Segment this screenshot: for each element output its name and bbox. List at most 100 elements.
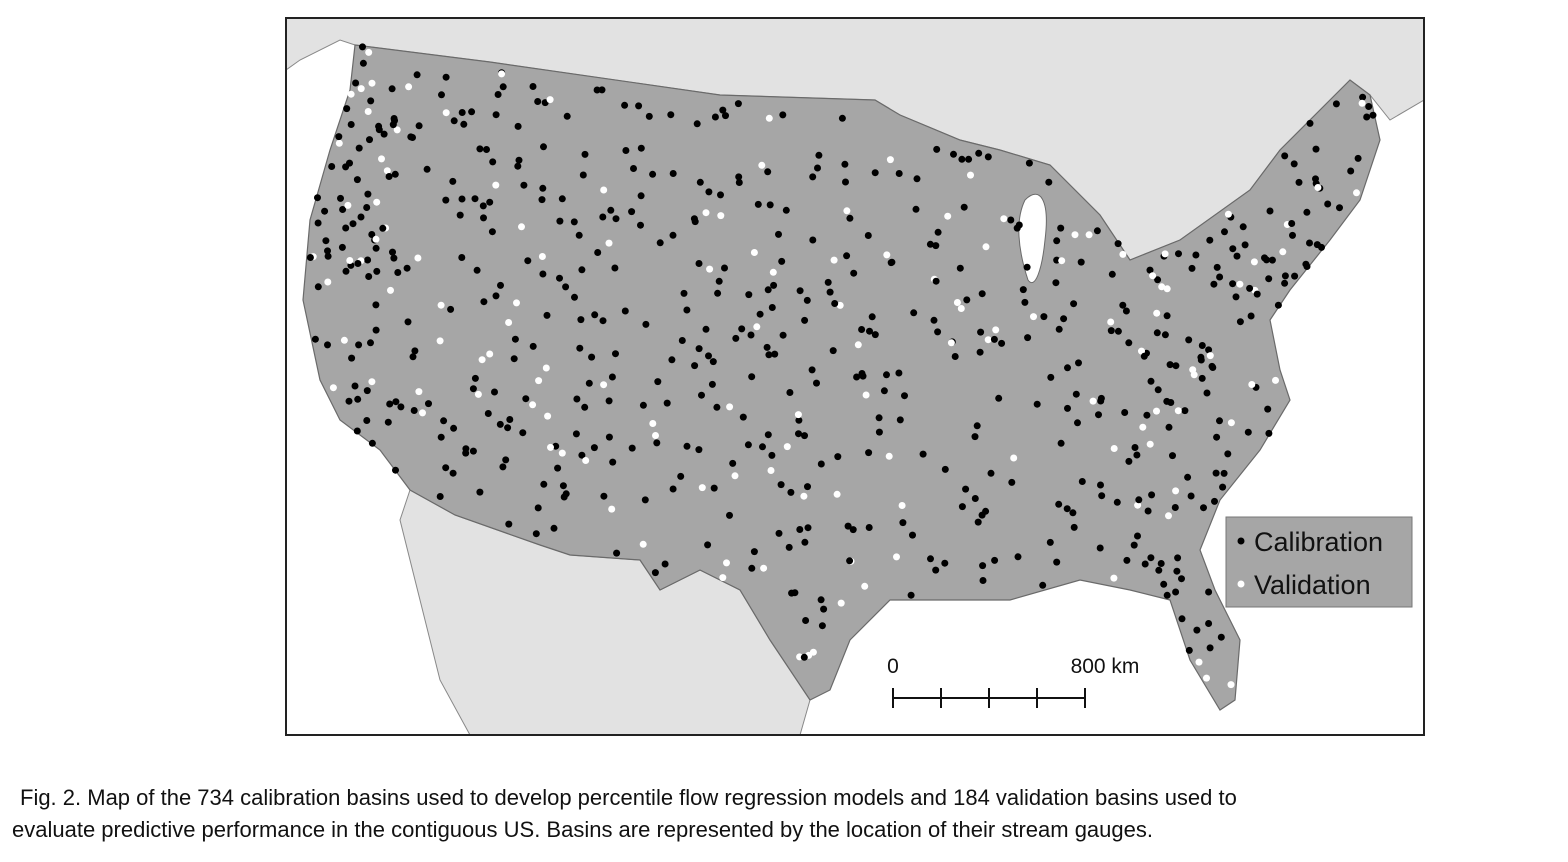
gauge bbox=[1247, 312, 1255, 320]
gauge bbox=[796, 526, 804, 533]
gauge bbox=[1365, 103, 1373, 110]
gauge bbox=[355, 144, 363, 152]
gauge bbox=[826, 288, 834, 296]
gauge bbox=[713, 403, 721, 411]
gauge bbox=[836, 301, 844, 309]
gauge bbox=[1314, 184, 1322, 191]
gauge bbox=[1064, 404, 1071, 412]
gauge bbox=[1198, 374, 1206, 382]
gauge bbox=[1265, 429, 1273, 437]
gauge bbox=[1135, 496, 1143, 504]
gauge bbox=[809, 173, 817, 181]
gauge bbox=[513, 299, 520, 307]
gauge bbox=[833, 490, 841, 498]
gauge bbox=[767, 467, 775, 474]
gauge bbox=[738, 325, 746, 333]
gauge bbox=[351, 382, 359, 390]
gauge bbox=[765, 114, 773, 122]
gauge bbox=[678, 337, 686, 344]
gauge bbox=[1047, 373, 1055, 381]
gauge bbox=[808, 366, 816, 374]
gauge bbox=[534, 98, 542, 105]
gauge bbox=[831, 300, 839, 307]
gauge bbox=[801, 316, 809, 324]
gauge bbox=[899, 519, 907, 527]
gauge bbox=[932, 242, 940, 250]
gauge bbox=[1110, 574, 1118, 582]
gauge bbox=[705, 188, 713, 196]
gauge bbox=[585, 379, 593, 387]
gauge bbox=[1119, 301, 1127, 309]
gauge bbox=[1324, 200, 1332, 208]
gauge bbox=[764, 168, 772, 176]
gauge bbox=[450, 117, 458, 125]
legend-box bbox=[1225, 516, 1413, 608]
gauge bbox=[594, 249, 602, 256]
gauge bbox=[449, 177, 457, 185]
gauge bbox=[809, 236, 817, 244]
gauge bbox=[389, 121, 397, 129]
caption-line: evaluate predictive performance in the c… bbox=[12, 817, 1153, 842]
gauge bbox=[1070, 300, 1078, 308]
gauge bbox=[932, 566, 940, 574]
gauge bbox=[705, 352, 712, 360]
gauge bbox=[344, 201, 352, 209]
gauge bbox=[865, 449, 873, 457]
gauge bbox=[1108, 270, 1116, 278]
map bbox=[286, 18, 1424, 735]
gauge bbox=[958, 155, 966, 163]
gauge bbox=[1139, 423, 1147, 431]
gauge bbox=[1171, 504, 1179, 511]
gauge bbox=[726, 403, 734, 411]
gauge bbox=[385, 173, 393, 180]
gauge bbox=[926, 240, 934, 248]
gauge bbox=[1008, 478, 1016, 486]
gauge bbox=[414, 254, 422, 262]
gauge bbox=[600, 492, 608, 500]
gauge bbox=[958, 503, 966, 511]
gauge bbox=[314, 219, 322, 227]
gauge bbox=[542, 364, 550, 372]
gauge bbox=[1063, 505, 1071, 513]
gauge bbox=[977, 328, 985, 336]
gauge bbox=[1077, 258, 1085, 266]
gauge bbox=[1114, 327, 1122, 335]
gauge bbox=[963, 296, 971, 304]
gauge bbox=[1206, 644, 1214, 652]
gauge bbox=[1143, 411, 1151, 419]
gauge bbox=[367, 97, 375, 105]
gauge bbox=[763, 343, 771, 351]
gauge bbox=[1158, 283, 1166, 291]
gauge bbox=[801, 538, 809, 546]
gauge bbox=[765, 351, 773, 359]
gauge bbox=[769, 268, 777, 276]
gauge bbox=[883, 251, 891, 259]
gauge bbox=[363, 417, 371, 424]
gauge bbox=[605, 433, 613, 441]
gauge bbox=[731, 472, 739, 480]
gauge bbox=[654, 378, 662, 386]
gauge bbox=[405, 83, 413, 91]
gauge bbox=[1336, 204, 1343, 212]
gauge bbox=[1216, 273, 1224, 281]
gauge bbox=[871, 331, 879, 339]
gauge bbox=[850, 269, 858, 277]
gauge bbox=[991, 556, 999, 564]
gauge bbox=[519, 429, 527, 437]
gauge bbox=[1057, 439, 1065, 447]
gauge bbox=[576, 344, 584, 352]
gauge bbox=[971, 495, 979, 502]
gauge bbox=[524, 257, 532, 265]
gauge bbox=[747, 331, 755, 339]
gauge bbox=[1097, 481, 1104, 489]
gauge bbox=[1075, 359, 1082, 367]
gauge bbox=[345, 397, 353, 405]
gauge bbox=[578, 451, 586, 459]
gauge bbox=[1184, 473, 1192, 481]
gauge bbox=[898, 502, 906, 509]
gauge bbox=[488, 228, 496, 236]
gauge bbox=[998, 339, 1006, 347]
gauge bbox=[539, 270, 547, 278]
gauge bbox=[570, 218, 578, 226]
